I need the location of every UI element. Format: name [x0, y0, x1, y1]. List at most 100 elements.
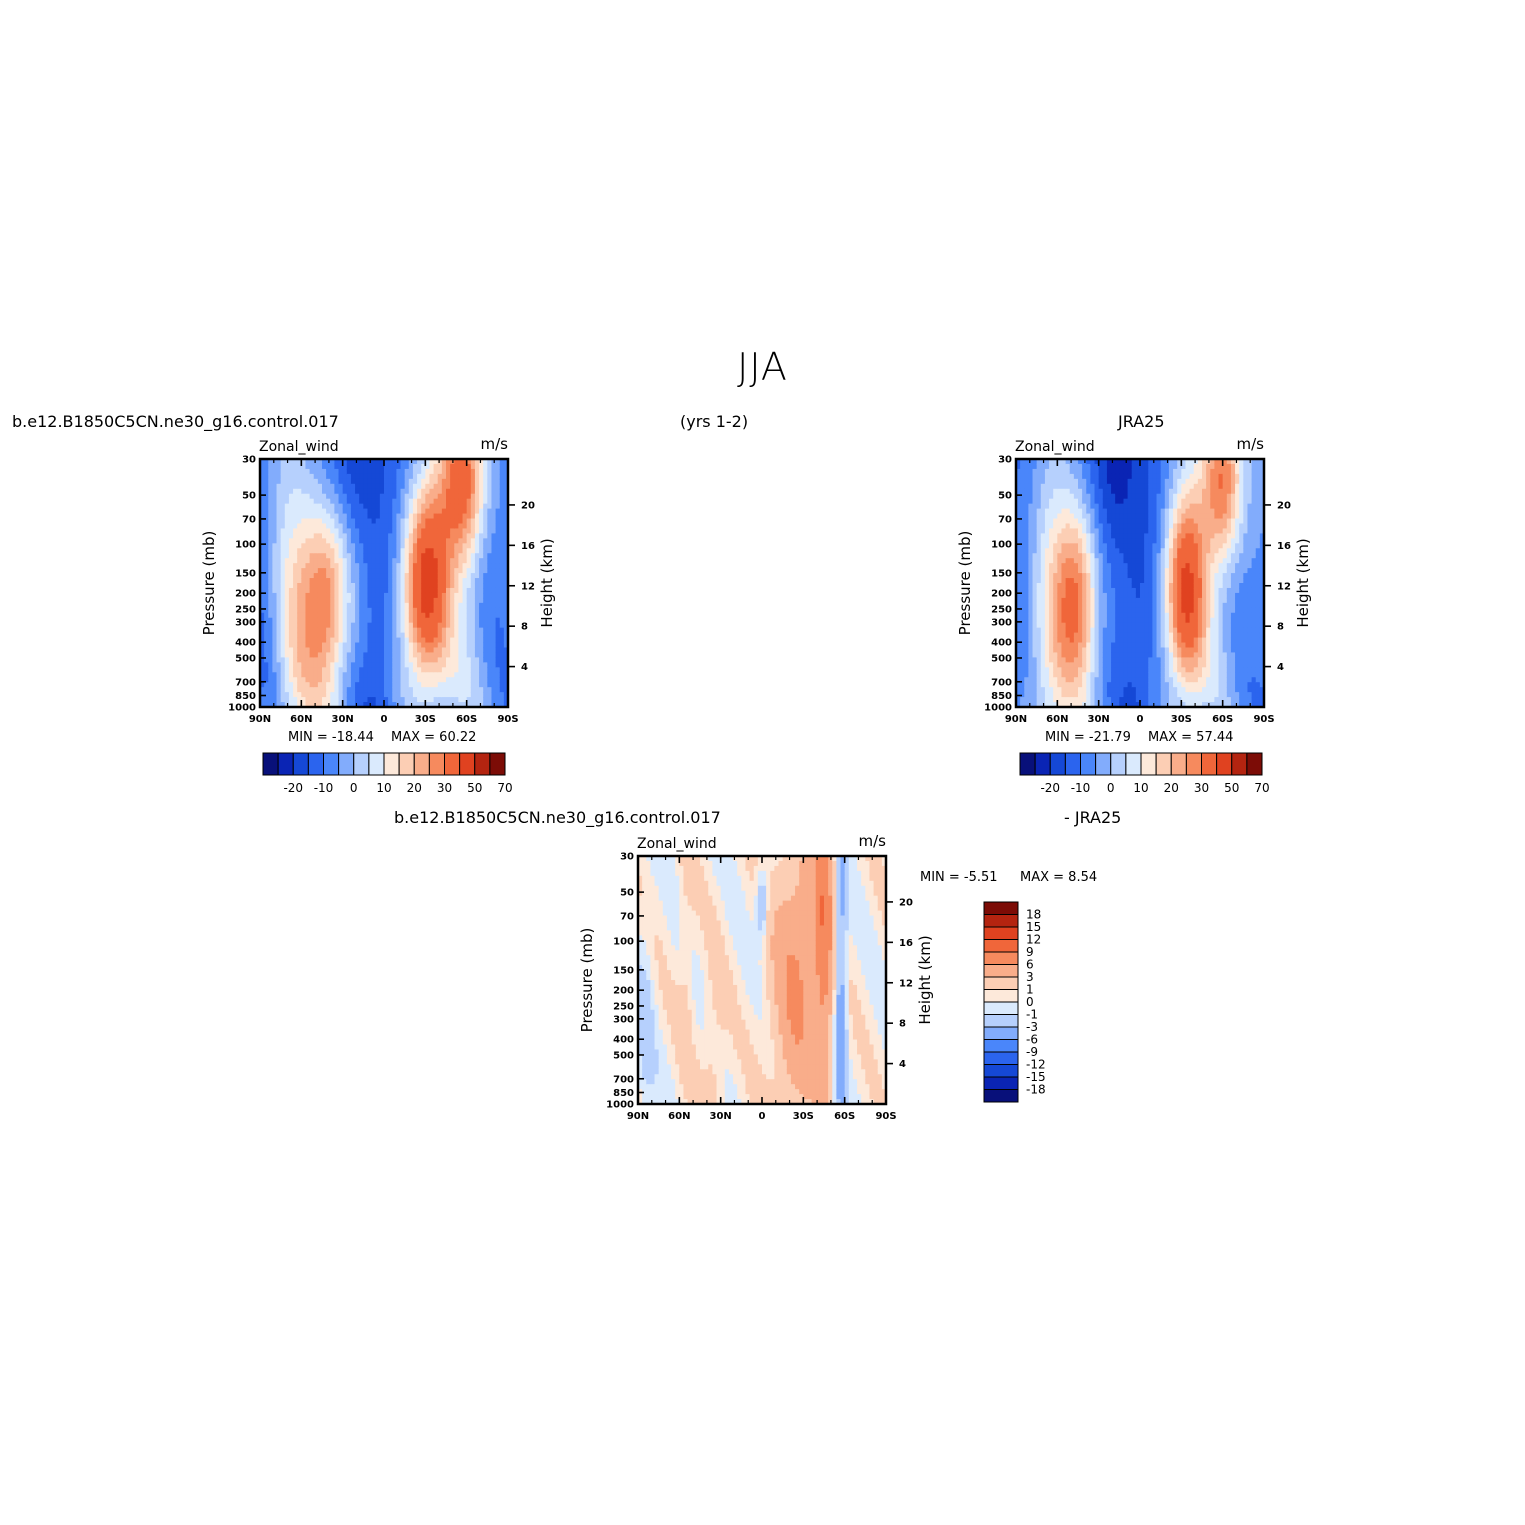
field-cell: [474, 657, 480, 663]
field-cell: [1111, 508, 1116, 515]
field-cell: [487, 592, 493, 599]
field-cell: [495, 548, 501, 554]
field-cell: [330, 468, 335, 475]
field-cell: [272, 592, 278, 599]
field-cell: [425, 513, 431, 520]
field-cell: [375, 513, 381, 520]
field-cell: [1160, 702, 1166, 708]
field-cell: [272, 563, 278, 569]
field-cell: [384, 702, 389, 708]
field-cell: [342, 627, 348, 634]
field-cell: [305, 533, 311, 539]
field-cell: [1032, 627, 1038, 634]
field-cell: [1144, 568, 1149, 574]
field-cell: [288, 607, 294, 614]
field-cell: [503, 662, 509, 668]
field-cell: [297, 483, 302, 490]
field-cell: [1061, 627, 1067, 634]
field-cell: [1078, 478, 1083, 485]
field-cell: [350, 528, 356, 534]
field-cell: [503, 622, 509, 629]
field-cell: [264, 637, 269, 644]
field-cell: [276, 677, 282, 683]
field-cell: [305, 607, 311, 614]
field-cell: [1094, 702, 1100, 708]
field-cell: [466, 587, 472, 594]
field-cell: [1115, 587, 1120, 594]
field-cell: [260, 632, 265, 639]
field-cell: [342, 622, 348, 629]
field-cell: [305, 667, 311, 673]
field-cell: [284, 692, 290, 698]
field-cell: [487, 637, 493, 644]
field-cell: [454, 622, 459, 629]
field-cell: [1106, 488, 1112, 495]
field-cell: [367, 478, 373, 485]
field-cell: [293, 523, 298, 530]
field-cell: [433, 459, 439, 465]
field-cell: [1106, 503, 1112, 510]
field-cell: [1065, 622, 1071, 629]
field-cell: [495, 662, 501, 668]
field-cell: [1016, 578, 1021, 584]
field-cell: [400, 513, 406, 520]
field-cell: [1135, 627, 1141, 634]
field-cell: [317, 583, 323, 589]
field-cell: [363, 692, 369, 698]
field-cell: [1090, 493, 1096, 500]
field-cell: [408, 677, 414, 683]
field-cell: [1094, 587, 1100, 594]
field-cell: [264, 672, 269, 678]
field-cell: [400, 652, 406, 658]
field-cell: [268, 682, 273, 688]
field-cell: [367, 538, 373, 544]
field-cell: [297, 602, 302, 609]
field-cell: [433, 488, 439, 495]
field-cell: [487, 568, 493, 574]
field-cell: [305, 543, 311, 549]
field-cell: [1164, 503, 1170, 510]
field-cell: [1073, 592, 1079, 599]
field-cell: [384, 533, 389, 539]
field-cell: [317, 602, 323, 609]
field-cell: [1127, 667, 1133, 673]
field-cell: [1094, 602, 1100, 609]
field-cell: [450, 587, 455, 594]
field-cell: [1168, 488, 1174, 495]
field-cell: [462, 657, 468, 663]
field-cell: [1164, 568, 1170, 574]
field-cell: [1061, 647, 1067, 654]
field-cell: [396, 677, 402, 683]
colorbar-box: [474, 752, 491, 776]
field-cell: [1164, 667, 1170, 673]
field-cell: [417, 528, 422, 534]
field-cell: [392, 533, 397, 539]
field-cell: [284, 667, 290, 673]
field-cell: [458, 568, 464, 574]
field-cell: [441, 677, 447, 683]
field-cell: [1078, 702, 1083, 708]
field-cell: [462, 677, 468, 683]
field-cell: [425, 533, 431, 539]
field-cell: [384, 503, 389, 510]
field-cell: [367, 528, 373, 534]
field-cell: [499, 612, 505, 619]
field-cell: [466, 573, 472, 579]
field-cell: [313, 568, 319, 574]
field-cell: [437, 538, 443, 544]
field-cell: [293, 617, 298, 624]
field-cell: [441, 573, 447, 579]
field-cell: [276, 548, 282, 554]
field-cell: [499, 617, 505, 624]
field-cell: [338, 657, 344, 663]
field-cell: [1144, 697, 1149, 703]
field-cell: [462, 523, 468, 530]
field-cell: [276, 493, 282, 500]
field-cell: [487, 473, 493, 480]
field-cell: [1156, 548, 1162, 554]
field-cell: [1069, 498, 1075, 505]
field-cell: [1102, 493, 1108, 500]
field-cell: [305, 568, 311, 574]
field-cell: [379, 692, 385, 698]
field-cell: [313, 488, 319, 495]
